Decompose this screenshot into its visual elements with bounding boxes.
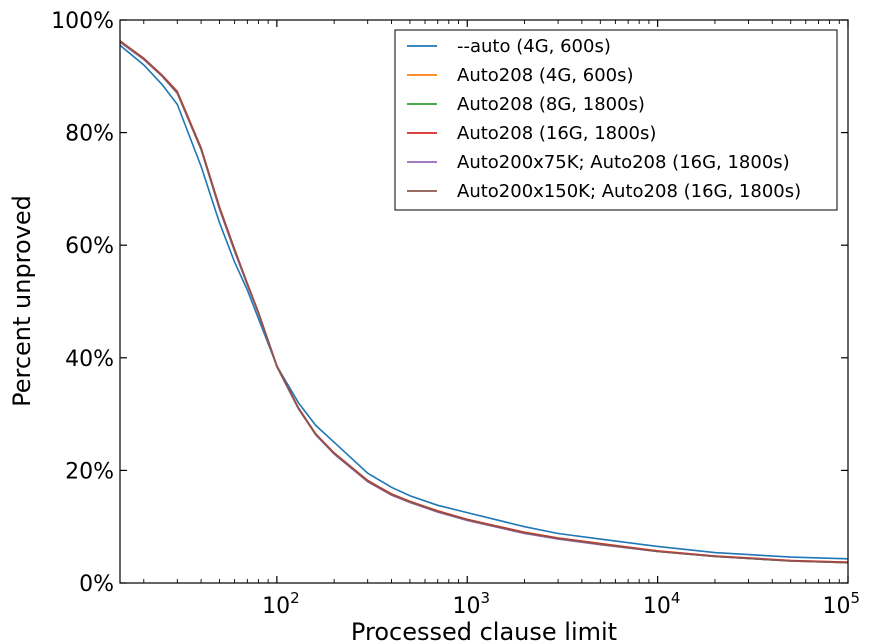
legend: --auto (4G, 600s) Auto208 (4G, 600s) Auto2… — [394, 29, 838, 211]
legend-box — [394, 29, 838, 211]
legend-label-4: Auto208 (16G, 1800s) — [457, 123, 656, 144]
x-tick-label: 105 — [822, 589, 860, 619]
legend-label-6: Auto200x150K; Auto208 (16G, 1800s) — [457, 181, 801, 202]
plot-frame — [119, 19, 849, 584]
series-line-6 — [119, 40, 849, 564]
legend-label-2: Auto208 (4G, 600s) — [457, 65, 634, 86]
series-layer — [119, 40, 849, 564]
y-tick-label: 100% — [51, 9, 114, 34]
x-tick-label: 104 — [643, 589, 681, 619]
axis-ticks: 0% 20% 40% 60% 80% 100% 102 103 104 105 — [51, 9, 860, 619]
x-tick-label: 102 — [262, 589, 300, 619]
y-tick-label: 60% — [65, 234, 114, 259]
legend-label-3: Auto208 (8G, 1800s) — [457, 94, 645, 115]
y-axis-title: Percent unproved — [8, 195, 36, 407]
y-tick-label: 80% — [65, 122, 114, 147]
y-tick-label: 40% — [65, 347, 114, 372]
x-tick-label: 103 — [452, 589, 490, 619]
x-axis-title: Processed clause limit — [351, 618, 617, 644]
legend-label-1: --auto (4G, 600s) — [457, 36, 611, 57]
series-line-1 — [119, 44, 849, 560]
y-tick-label: 0% — [79, 572, 114, 597]
y-tick-label: 20% — [65, 459, 114, 484]
legend-label-5: Auto200x75K; Auto208 (16G, 1800s) — [457, 152, 790, 173]
